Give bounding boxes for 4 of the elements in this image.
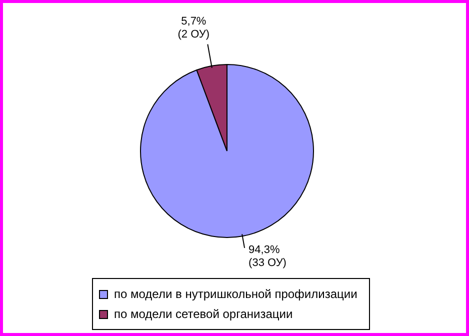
data-label: 5,7% (2 ОУ): [178, 15, 210, 40]
data-label: 94,3% (33 ОУ): [248, 244, 286, 269]
legend-label: по модели в нутришкольной профилизации: [114, 287, 358, 301]
legend-label: по модели сетевой организации: [114, 307, 293, 321]
